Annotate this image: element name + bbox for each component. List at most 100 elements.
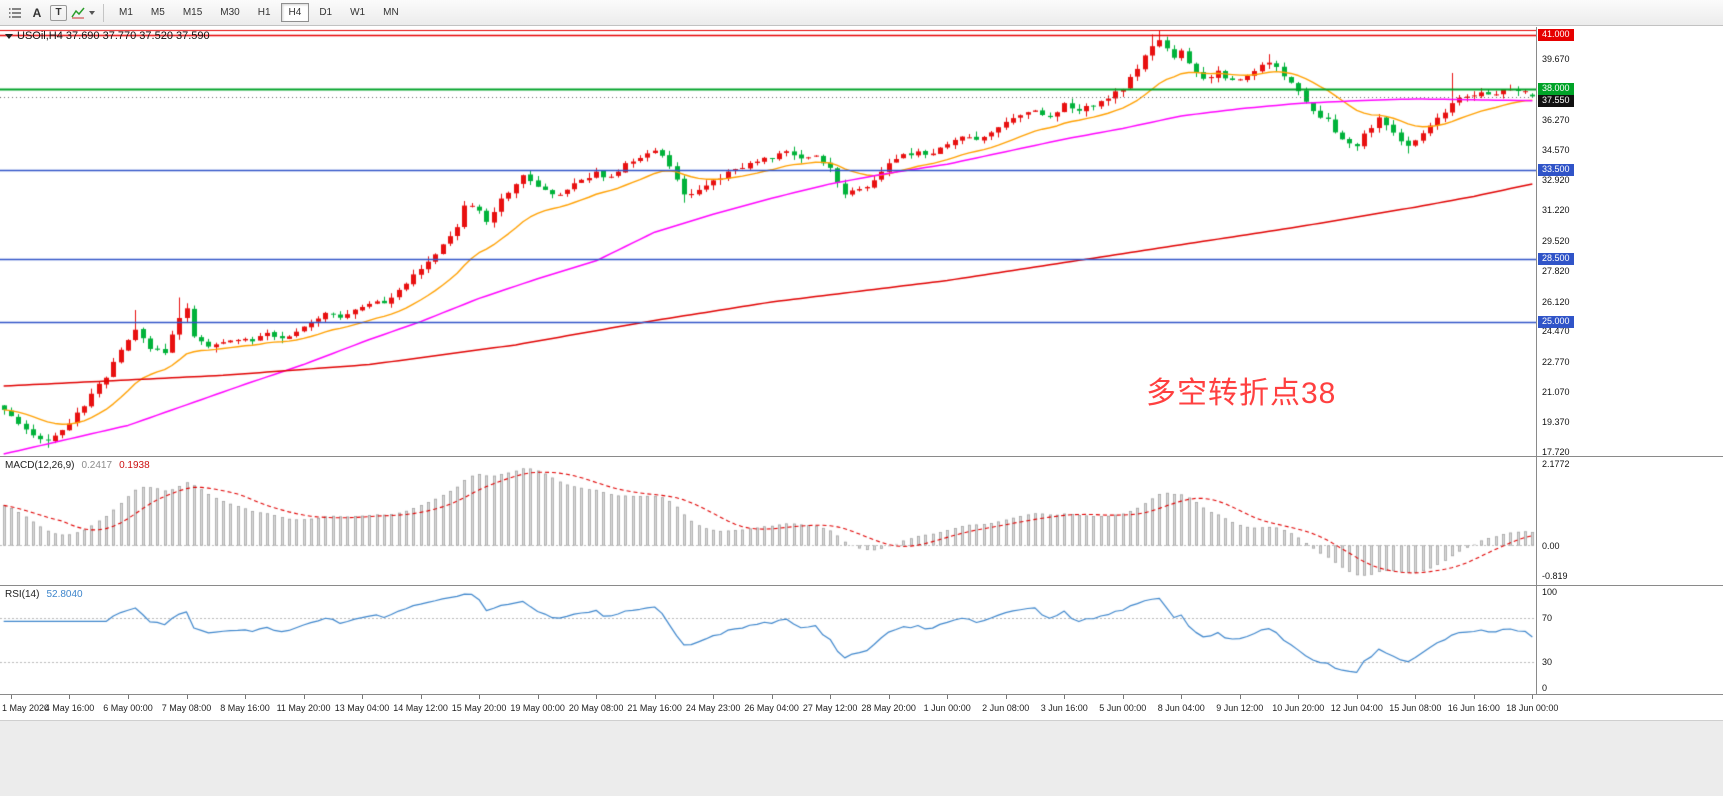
macd-scale[interactable]: 2.1772 0.00 -0.819: [1537, 457, 1723, 585]
time-axis-label: 27 May 12:00: [802, 703, 858, 713]
time-axis-tick: [245, 695, 246, 699]
time-axis-label: 21 May 16:00: [627, 703, 682, 713]
price-axis-label: 36.270: [1542, 115, 1570, 126]
timeframe-button-h1[interactable]: H1: [257, 7, 271, 18]
symbol-ohlc-text: USOil,H4 37.690 37.770 37.520 37.590: [17, 30, 210, 42]
time-axis-label: 3 Jun 16:00: [1040, 703, 1088, 713]
price-badge-37.550: 37.550: [1538, 95, 1574, 108]
indicators-icon[interactable]: [71, 3, 95, 23]
rsi-canvas[interactable]: [0, 586, 1536, 694]
timeframe-button-m1[interactable]: M1: [119, 7, 133, 18]
time-axis-label: 6 May 00:00: [103, 703, 153, 713]
timeframe-button-m15[interactable]: M15: [182, 7, 203, 18]
symbol-marker-icon: [5, 33, 13, 39]
text-tool-icon[interactable]: T: [50, 4, 67, 21]
macd-label: MACD(12,26,9) 0.2417 0.1938: [5, 460, 150, 471]
panel-separator[interactable]: [0, 585, 1723, 586]
time-axis-tick: [304, 695, 305, 699]
price-badge-38.000: 38.000: [1538, 83, 1574, 96]
bottom-space: [0, 720, 1723, 796]
macd-axis-label: 2.1772: [1542, 458, 1570, 469]
time-axis-tick: [947, 695, 948, 699]
time-axis-label: 12 Jun 04:00: [1330, 703, 1383, 713]
price-scale[interactable]: 39.670 36.270 34.570 32.920 31.220 29.520 27.8…: [1537, 27, 1723, 457]
macd-main-value: 0.2417: [81, 460, 113, 471]
time-axis-label: 26 May 04:00: [744, 703, 799, 713]
rsi-panel[interactable]: RSI(14) 52.8040: [0, 586, 1536, 694]
time-axis-tick: [713, 695, 714, 699]
macd-canvas[interactable]: [0, 457, 1536, 585]
chart-annotation-text: 多空转折点38: [1146, 377, 1337, 410]
price-axis-label: 17.720: [1542, 446, 1570, 457]
time-axis-label: 19 May 00:00: [510, 703, 565, 713]
price-badge-33.500: 33.500: [1538, 163, 1574, 176]
timeframe-group: M1 M5 M15 M30 H1 H4 D1 W1 MN: [110, 0, 408, 25]
toolbar-separator: [103, 3, 104, 22]
time-axis-tick: [889, 695, 890, 699]
time-axis-tick: [479, 695, 480, 699]
time-axis-tick: [1298, 695, 1299, 699]
cursor-tool-icon[interactable]: A: [32, 5, 42, 20]
time-axis-tick: [538, 695, 539, 699]
timeframe-button-m30[interactable]: M30: [220, 7, 240, 18]
time-axis-tick: [1240, 695, 1241, 699]
time-axis-tick: [655, 695, 656, 699]
price-chart-panel[interactable]: USOil,H4 37.690 37.770 37.520 37.590 多空转…: [0, 27, 1536, 456]
macd-name: MACD(12,26,9): [5, 460, 75, 471]
price-badge-25.000: 25.000: [1538, 315, 1574, 328]
macd-panel[interactable]: MACD(12,26,9) 0.2417 0.1938: [0, 457, 1536, 585]
time-axis-tick: [772, 695, 773, 699]
time-axis-tick: [1357, 695, 1358, 699]
panel-separator[interactable]: [0, 456, 1723, 457]
price-axis-label: 29.520: [1542, 235, 1570, 246]
time-axis-label: 13 May 04:00: [334, 703, 390, 713]
price-axis-label: 27.820: [1542, 266, 1570, 277]
time-axis-tick: [1532, 695, 1533, 699]
chevron-down-icon: [89, 10, 95, 15]
time-axis-label: 18 Jun 00:00: [1506, 703, 1559, 713]
time-axis-label: 10 Jun 20:00: [1272, 703, 1325, 713]
price-axis-label: 32.920: [1542, 174, 1570, 185]
price-axis-label: 19.370: [1542, 417, 1570, 428]
rsi-value: 52.8040: [46, 589, 83, 600]
time-axis-tick: [1415, 695, 1416, 699]
time-axis-tick: [187, 695, 188, 699]
price-axis-label: 31.220: [1542, 205, 1570, 216]
time-axis-label: 7 May 08:00: [161, 703, 212, 713]
time-axis-label: 15 Jun 08:00: [1389, 703, 1442, 713]
timeframe-button-d1[interactable]: D1: [319, 7, 333, 18]
price-axis-label: 26.120: [1542, 296, 1570, 307]
price-chart-canvas[interactable]: [0, 27, 1536, 456]
symbol-ohlc-label: USOil,H4 37.690 37.770 37.520 37.590: [5, 30, 210, 42]
price-axis-label: 34.570: [1542, 145, 1570, 156]
time-axis-label: 8 Jun 04:00: [1157, 703, 1205, 713]
time-axis-tick: [11, 695, 12, 699]
rsi-label: RSI(14) 52.8040: [5, 589, 83, 600]
price-axis-label: 22.770: [1542, 356, 1570, 367]
price-axis-label: 21.070: [1542, 386, 1570, 397]
time-axis-tick: [128, 695, 129, 699]
rsi-name: RSI(14): [5, 589, 40, 600]
rsi-axis-label: 100: [1542, 587, 1558, 597]
time-axis-label: 24 May 23:00: [685, 703, 741, 713]
price-badge-28.500: 28.500: [1538, 253, 1574, 266]
timeframe-button-m5[interactable]: M5: [150, 7, 165, 18]
timeframe-button-mn[interactable]: MN: [383, 7, 399, 18]
rsi-scale[interactable]: 100 70 30 0: [1537, 586, 1723, 694]
price-badge-41.000: 41.000: [1538, 29, 1574, 42]
time-axis-label: 5 Jun 00:00: [1099, 703, 1147, 713]
time-axis-label: 20 May 08:00: [568, 703, 624, 713]
time-axis-tick: [1181, 695, 1182, 699]
toolbar: A T M1 M5 M15 M30 H1 H4 D1 W1 MN: [0, 0, 1723, 26]
time-axis-label: 16 Jun 16:00: [1447, 703, 1500, 713]
timeframe-button-w1[interactable]: W1: [350, 7, 366, 18]
time-axis-label: 28 May 20:00: [861, 703, 916, 713]
time-axis-tick: [1064, 695, 1065, 699]
chart-list-icon[interactable]: [6, 3, 24, 23]
rsi-axis-label: 70: [1542, 613, 1553, 624]
time-axis[interactable]: 1 May 2020 4 May 16:00 6 May 00:00 7 May 08…: [0, 694, 1723, 720]
time-axis-label: 8 May 16:00: [220, 703, 270, 713]
time-axis-tick: [69, 695, 70, 699]
price-axis-label: 24.470: [1542, 326, 1570, 337]
timeframe-button-h4[interactable]: H4: [280, 3, 310, 22]
